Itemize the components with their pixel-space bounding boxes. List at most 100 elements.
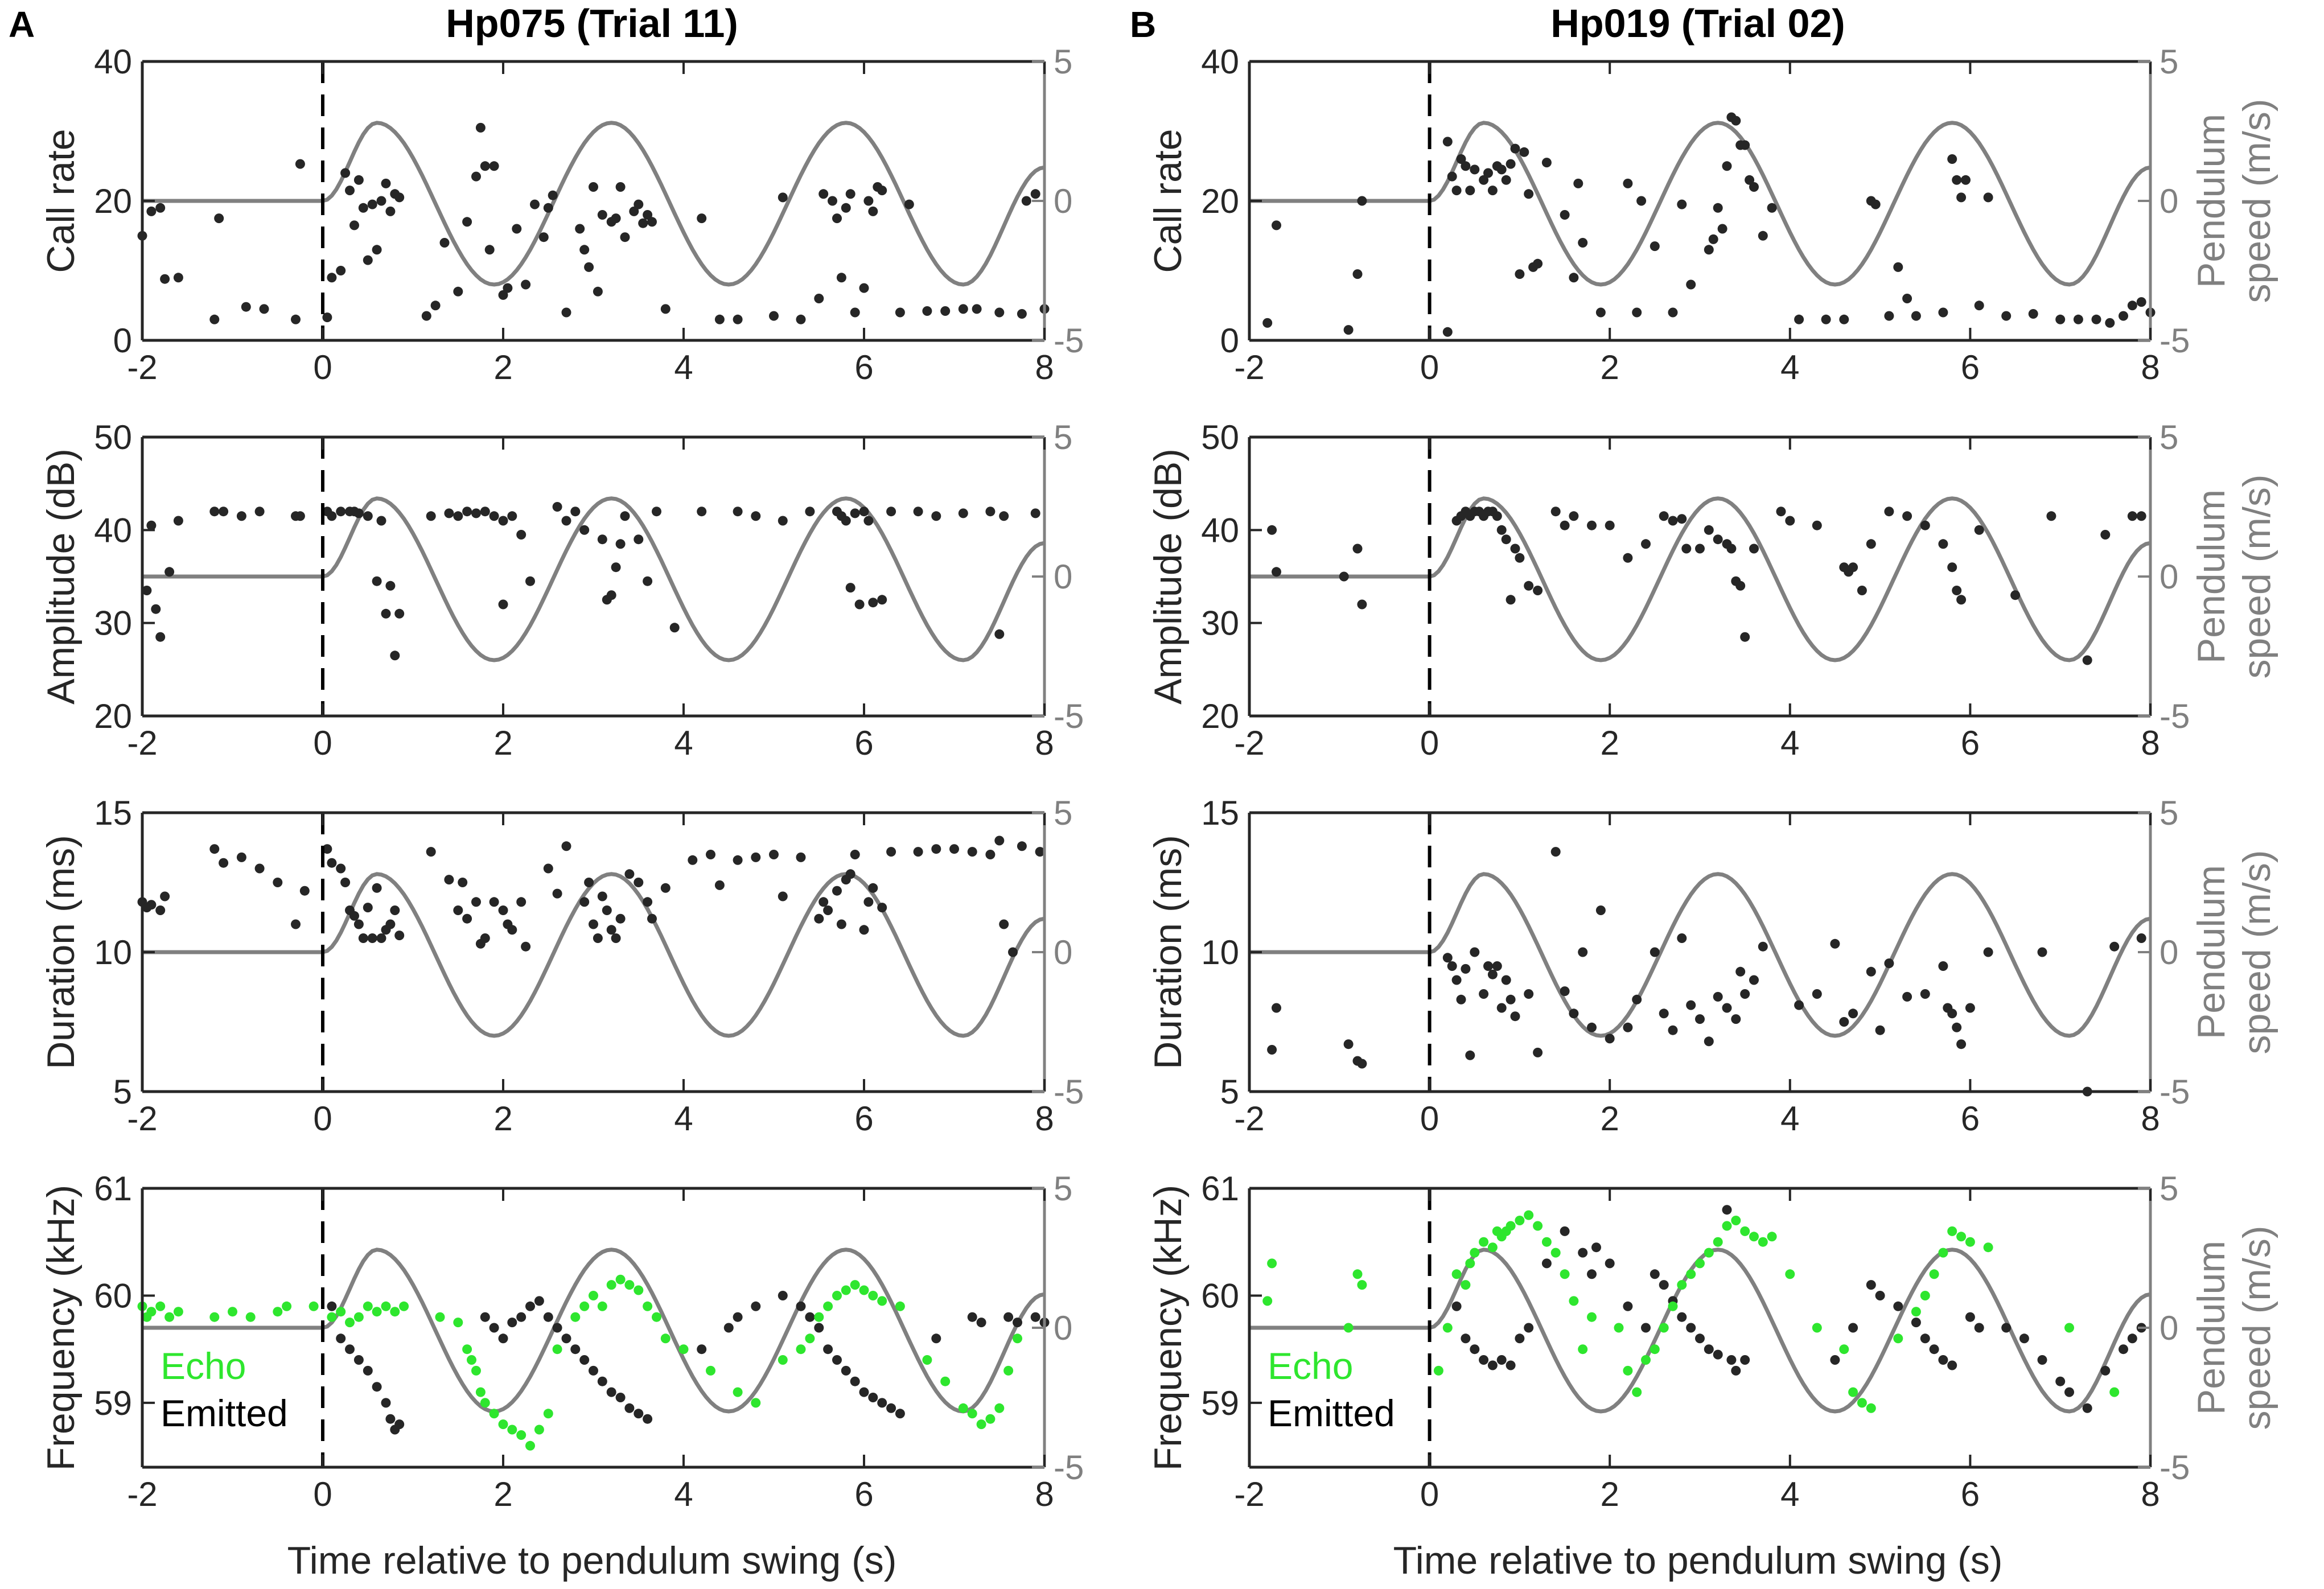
- emitted-point: [1677, 199, 1687, 209]
- echo-point: [507, 1425, 517, 1435]
- emitted-point: [1866, 1280, 1876, 1290]
- x-tick-label: 2: [1601, 1100, 1619, 1138]
- panel-a-letter: A: [9, 4, 35, 45]
- emitted-point: [706, 850, 715, 859]
- emitted-point: [1352, 269, 1363, 279]
- emitted-point: [1456, 154, 1466, 164]
- emitted-point: [1681, 544, 1692, 554]
- x-tick-label: 0: [1420, 1475, 1439, 1513]
- emitted-point: [606, 590, 616, 600]
- emitted-point: [1013, 1318, 1022, 1328]
- emitted-point: [931, 511, 941, 521]
- emitted-point: [507, 1318, 517, 1328]
- y2-tick-label: 0: [1054, 1309, 1072, 1347]
- emitted-point: [1812, 989, 1822, 999]
- emitted-point: [209, 314, 220, 324]
- echo-point: [733, 1387, 743, 1397]
- emitted-point: [796, 314, 806, 324]
- echo-point: [516, 1430, 527, 1440]
- echo-point: [895, 1301, 905, 1311]
- emitted-point: [1487, 1360, 1498, 1370]
- y2-tick-label: 0: [2160, 933, 2178, 971]
- emitted-point: [1560, 986, 1570, 997]
- emitted-point: [503, 283, 513, 293]
- emitted-point: [913, 507, 923, 517]
- emitted-point: [1677, 514, 1687, 524]
- emitted-point: [543, 863, 553, 874]
- echo-point: [1524, 1210, 1534, 1220]
- echo-point: [634, 1285, 644, 1295]
- emitted-point: [471, 171, 481, 182]
- echo-point: [1650, 1344, 1660, 1355]
- emitted-point: [1745, 175, 1755, 185]
- emitted-point: [972, 304, 982, 314]
- emitted-point: [363, 903, 373, 913]
- echo-point: [1641, 1355, 1651, 1365]
- emitted-point: [1519, 147, 1529, 157]
- legend-emitted: Emitted: [161, 1392, 288, 1434]
- emitted-point: [394, 1419, 405, 1430]
- y-tick-label: 30: [94, 604, 132, 643]
- emitted-point: [1017, 309, 1027, 319]
- emitted-point: [1569, 1008, 1579, 1019]
- y-tick-label: 30: [1201, 604, 1239, 643]
- emitted-point: [2119, 1344, 2128, 1355]
- echo-point: [976, 1419, 986, 1430]
- emitted-point: [624, 1403, 635, 1413]
- emitted-point: [597, 891, 607, 901]
- echo-point: [1758, 1237, 1768, 1247]
- x-tick-label: 2: [493, 724, 512, 762]
- echo-point: [589, 1291, 598, 1300]
- y2-axis-label: Pendulumspeed (m/s): [2190, 99, 2278, 303]
- echo-point: [309, 1301, 319, 1311]
- emitted-point: [1632, 994, 1642, 1005]
- echo-point: [155, 1301, 166, 1311]
- x-tick-label: 2: [1601, 724, 1619, 762]
- emitted-point: [507, 511, 517, 521]
- emitted-point: [1704, 1344, 1714, 1355]
- emitted-point: [1524, 989, 1534, 999]
- emitted-point: [1708, 234, 1718, 244]
- emitted-point: [886, 507, 896, 517]
- emitted-point: [381, 1398, 391, 1408]
- emitted-point: [611, 562, 621, 573]
- emitted-point: [1704, 245, 1714, 255]
- emitted-point: [1442, 327, 1453, 337]
- y-tick-label: 10: [1201, 933, 1239, 971]
- echo-point: [435, 1312, 445, 1322]
- emitted-point: [769, 311, 779, 321]
- emitted-point: [1470, 164, 1480, 175]
- y2-tick-label: -5: [1054, 1073, 1084, 1111]
- emitted-point: [589, 919, 598, 929]
- y2-tick-label: -5: [2160, 1073, 2190, 1111]
- emitted-point: [363, 255, 373, 265]
- emitted-point: [444, 508, 454, 518]
- emitted-point: [552, 1323, 562, 1333]
- emitted-point: [1947, 562, 1957, 573]
- emitted-point: [1857, 586, 1867, 595]
- emitted-point: [2073, 314, 2083, 324]
- echo-point: [1731, 1216, 1741, 1225]
- emitted-point: [1623, 178, 1633, 188]
- emitted-point: [570, 1344, 581, 1355]
- emitted-point: [1357, 1059, 1367, 1069]
- emitted-point: [1605, 520, 1615, 530]
- emitted-point: [1668, 307, 1678, 318]
- emitted-point: [999, 919, 1009, 929]
- emitted-point: [1623, 553, 1633, 563]
- echo-point: [778, 1355, 788, 1365]
- emitted-point: [1352, 544, 1363, 554]
- emitted-point: [336, 507, 346, 517]
- emitted-point: [1524, 581, 1534, 591]
- emitted-point: [1722, 161, 1732, 171]
- emitted-point: [597, 1376, 607, 1386]
- emitted-point: [1650, 947, 1660, 957]
- emitted-point: [624, 869, 635, 879]
- emitted-point: [615, 913, 626, 924]
- emitted-point: [1686, 1000, 1696, 1010]
- echo-point: [958, 1403, 968, 1413]
- x-tick-label: 2: [493, 1100, 512, 1138]
- echo-point: [399, 1301, 409, 1311]
- emitted-point: [597, 210, 607, 220]
